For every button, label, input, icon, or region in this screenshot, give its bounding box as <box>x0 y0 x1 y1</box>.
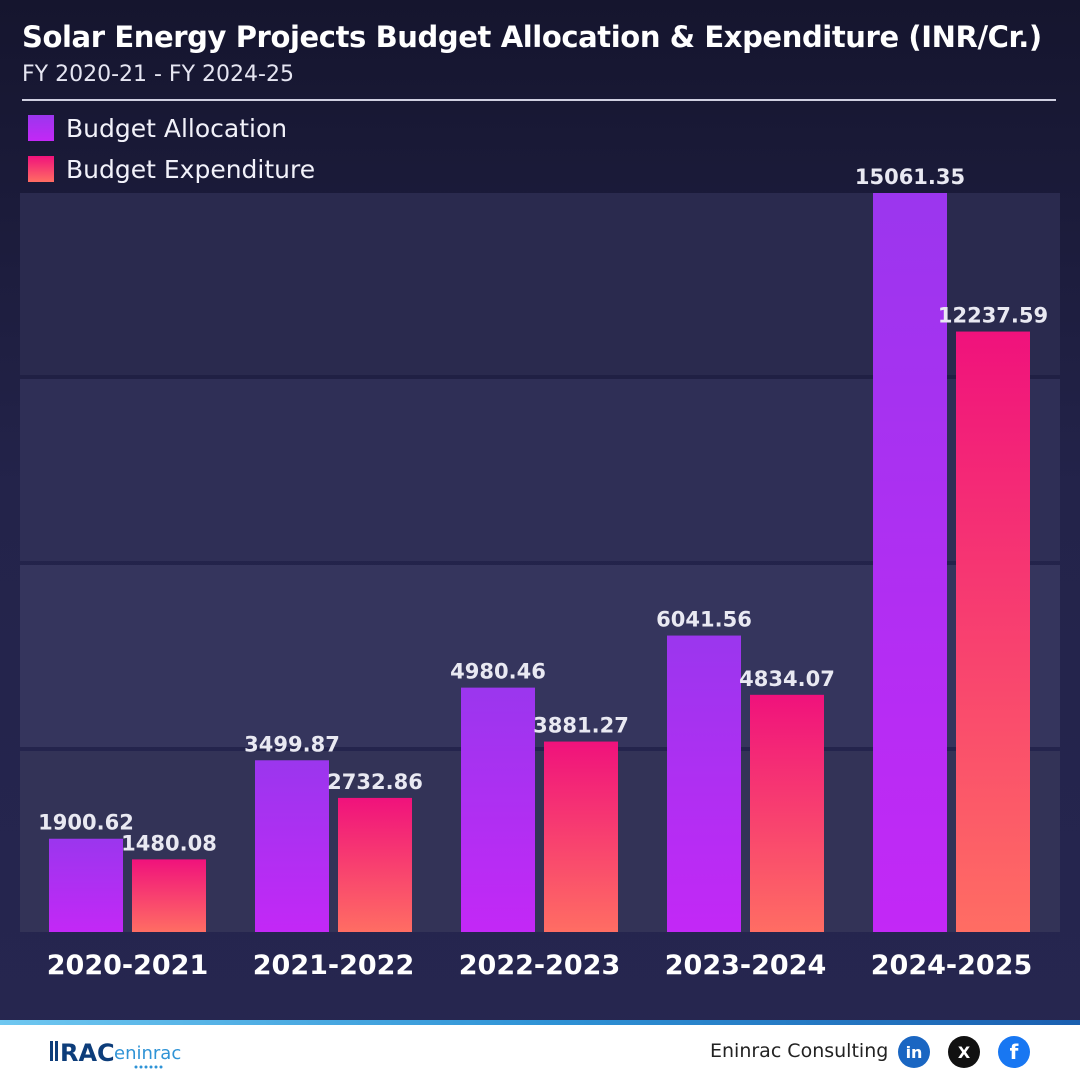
value-label-expenditure-2020-2021: 1480.08 <box>121 831 217 855</box>
footer-accent-strip <box>0 1020 1080 1025</box>
title-divider <box>22 99 1056 101</box>
legend-label-expenditure: Budget Expenditure <box>66 154 316 184</box>
x-icon[interactable]: X <box>948 1036 980 1068</box>
bar-allocation-2020-2021 <box>49 838 123 932</box>
bar-allocation-2023-2024 <box>667 635 741 932</box>
value-label-allocation-2023-2024: 6041.56 <box>656 608 752 632</box>
facebook-glyph: f <box>1009 1040 1019 1064</box>
bar-expenditure-2021-2022 <box>338 797 412 932</box>
value-label-expenditure-2023-2024: 4834.07 <box>739 667 835 691</box>
legend-label-allocation: Budget Allocation <box>66 113 288 143</box>
eninrac-logo[interactable]: RAC eninrac <box>50 1037 190 1071</box>
legend-item-expenditure: Budget Expenditure <box>28 153 315 185</box>
x-tick-label-2020-2021: 2020-2021 <box>47 950 209 981</box>
legend-swatch-expenditure <box>28 156 54 182</box>
bar-allocation-2024-2025 <box>873 193 947 932</box>
x-tick-label-2022-2023: 2022-2023 <box>459 950 621 981</box>
value-label-expenditure-2022-2023: 3881.27 <box>533 714 629 738</box>
x-axis-labels: 2020-2021 2021-2022 2022-2023 2023-2024 2024… <box>47 950 1033 981</box>
value-label-allocation-2021-2022: 3499.87 <box>244 732 340 756</box>
x-tick-label-2021-2022: 2021-2022 <box>253 950 415 981</box>
value-label-allocation-2020-2021: 1900.62 <box>38 811 134 835</box>
bar-allocation-2022-2023 <box>461 687 535 932</box>
bars-layer <box>49 193 1030 933</box>
linkedin-icon[interactable]: in <box>898 1036 930 1068</box>
facebook-icon[interactable]: f <box>998 1036 1030 1068</box>
legend-swatch-allocation <box>28 115 54 141</box>
legend-item-allocation: Budget Allocation <box>28 112 287 144</box>
footer: RAC eninrac Eninrac Consulting in X f <box>0 1020 1080 1080</box>
x-glyph: X <box>957 1042 971 1062</box>
value-label-allocation-2024-2025: 15061.35 <box>855 165 965 189</box>
chart-subtitle: FY 2020-21 - FY 2024-25 <box>22 62 294 87</box>
linkedin-glyph: in <box>905 1042 923 1062</box>
svg-text:RAC: RAC <box>60 1039 115 1067</box>
bar-expenditure-2022-2023 <box>544 741 618 932</box>
x-tick-label-2024-2025: 2024-2025 <box>871 950 1033 981</box>
value-label-expenditure-2021-2022: 2732.86 <box>327 770 423 794</box>
value-label-expenditure-2024-2025: 12237.59 <box>938 304 1048 328</box>
bar-expenditure-2023-2024 <box>750 694 824 932</box>
bar-expenditure-2020-2021 <box>132 859 206 932</box>
company-name: Eninrac Consulting <box>710 1040 889 1062</box>
value-label-allocation-2022-2023: 4980.46 <box>450 660 546 684</box>
chart-title: Solar Energy Projects Budget Allocation … <box>22 20 1042 54</box>
x-tick-label-2023-2024: 2023-2024 <box>665 950 827 981</box>
bar-expenditure-2024-2025 <box>956 331 1030 933</box>
svg-text:eninrac: eninrac <box>114 1043 181 1064</box>
bar-allocation-2021-2022 <box>255 760 329 932</box>
